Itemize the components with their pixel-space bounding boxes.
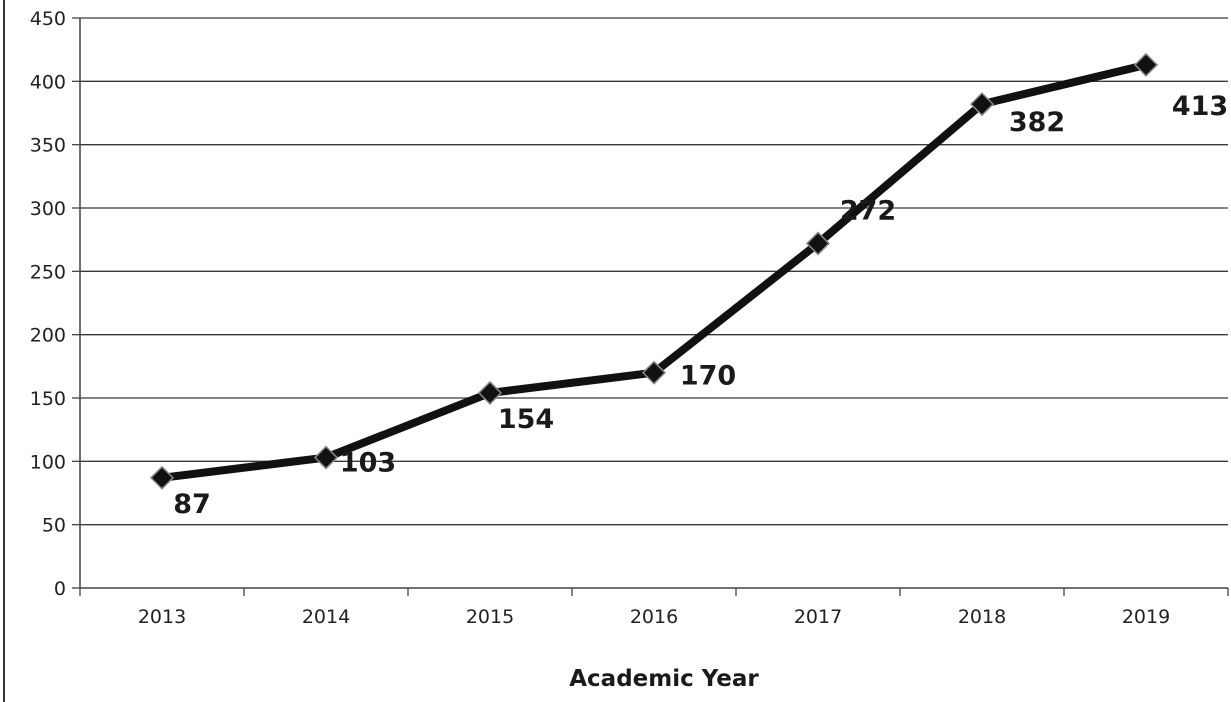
data-point-marker — [641, 360, 667, 385]
y-tick-label: 50 — [42, 515, 66, 537]
y-tick-label: 200 — [30, 325, 66, 347]
data-label: 154 — [498, 404, 554, 435]
y-tick-label: 150 — [30, 388, 66, 410]
data-label: 382 — [1009, 107, 1065, 138]
data-label: 103 — [340, 448, 396, 479]
series-markers — [149, 52, 1159, 490]
y-tick-label: 450 — [30, 8, 66, 30]
x-axis-title: Academic Year — [569, 666, 759, 692]
data-point-marker — [313, 445, 339, 470]
data-point-marker — [149, 465, 175, 490]
x-tick-labels: 2013 2014 2015 2016 2017 2018 2019 — [79, 588, 1229, 628]
y-tick-label: 0 — [54, 578, 66, 600]
data-label: 170 — [680, 361, 736, 392]
x-tick-label: 2013 — [138, 606, 186, 628]
y-tick-label: 350 — [30, 135, 66, 157]
x-tick-label: 2018 — [958, 606, 1006, 628]
x-tick-label: 2015 — [466, 606, 514, 628]
data-labels: 87 103 154 170 272 382 413 — [173, 91, 1228, 520]
data-point-marker — [477, 380, 503, 405]
x-tick-label: 2017 — [794, 606, 842, 628]
x-tick-label: 2014 — [302, 606, 350, 628]
axes — [79, 18, 1228, 589]
data-point-marker — [1133, 52, 1159, 77]
data-point-marker — [805, 231, 831, 256]
data-point-marker — [969, 92, 995, 117]
y-tick-label: 400 — [30, 71, 66, 93]
x-tick-label: 2019 — [1122, 606, 1170, 628]
y-tick-label: 300 — [30, 198, 66, 220]
y-tick-label: 100 — [30, 451, 66, 473]
y-tick-label: 250 — [30, 261, 66, 283]
y-tick-labels: 0 50 100 150 200 250 300 350 400 450 — [30, 8, 80, 600]
x-tick-label: 2016 — [630, 606, 678, 628]
data-label: 413 — [1172, 91, 1228, 122]
data-label: 272 — [840, 195, 896, 226]
data-label: 87 — [173, 489, 211, 520]
